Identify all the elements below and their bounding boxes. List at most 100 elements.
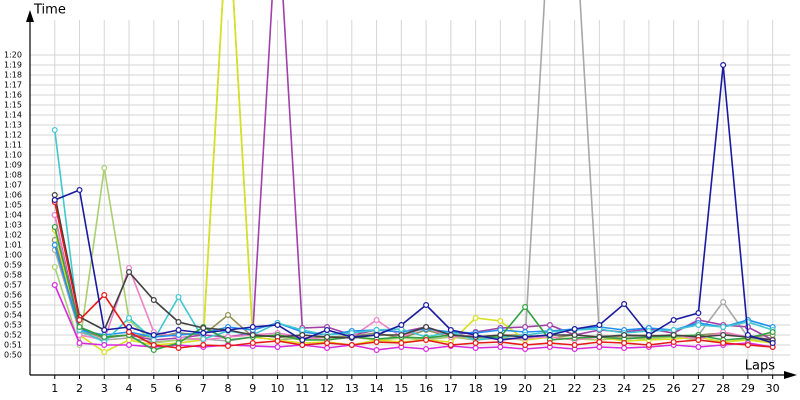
data-point xyxy=(175,332,182,339)
data-point xyxy=(299,342,306,349)
series-line xyxy=(53,201,773,349)
data-point xyxy=(398,340,405,347)
data-point xyxy=(274,344,281,351)
data-point xyxy=(423,302,430,309)
data-point xyxy=(200,342,207,349)
y-tick-label: 0:51 xyxy=(4,341,22,350)
x-axis-arrow xyxy=(784,371,797,379)
y-tick-label: 0:52 xyxy=(4,331,22,340)
data-point xyxy=(621,345,628,352)
y-tick-label: 1:15 xyxy=(4,101,22,110)
data-point xyxy=(126,324,133,331)
series-line xyxy=(53,194,773,341)
data-point xyxy=(348,342,355,349)
data-point xyxy=(76,187,83,194)
data-point xyxy=(299,337,306,344)
data-point xyxy=(670,339,677,346)
x-tick-label: 15 xyxy=(394,382,408,395)
y-tick-label: 0:56 xyxy=(4,291,22,300)
data-point xyxy=(472,315,479,322)
data-point xyxy=(101,342,108,349)
data-point xyxy=(571,342,578,349)
data-point xyxy=(670,332,677,339)
data-point xyxy=(497,318,504,325)
data-point xyxy=(720,324,727,331)
data-point xyxy=(150,337,157,344)
series-line xyxy=(54,284,773,351)
data-point xyxy=(596,334,603,341)
data-point xyxy=(695,310,702,317)
data-point xyxy=(126,337,133,344)
data-point xyxy=(51,126,58,133)
x-tick-label: 16 xyxy=(419,382,433,395)
x-tick-label: 1 xyxy=(51,382,58,395)
data-point xyxy=(423,324,430,331)
data-point xyxy=(472,332,479,339)
x-tick-label: 19 xyxy=(493,382,507,395)
data-point xyxy=(472,340,479,347)
y-tick-label: 1:02 xyxy=(4,231,22,240)
series-layer xyxy=(51,0,776,356)
data-point xyxy=(150,297,157,304)
y-tick-label: 0:50 xyxy=(4,351,22,360)
data-point xyxy=(324,340,331,347)
data-point xyxy=(720,340,727,347)
x-tick-label: 10 xyxy=(271,382,285,395)
data-point xyxy=(373,327,380,334)
data-point xyxy=(769,329,776,336)
data-point xyxy=(596,344,603,351)
x-tick-label: 24 xyxy=(617,382,631,395)
data-point xyxy=(695,337,702,344)
data-point xyxy=(175,327,182,334)
data-point xyxy=(249,324,256,331)
y-tick-label: 0:59 xyxy=(4,261,22,270)
data-point xyxy=(546,332,553,339)
data-point xyxy=(249,332,256,339)
x-tick-label: 11 xyxy=(295,382,309,395)
data-point xyxy=(695,344,702,351)
series-line xyxy=(53,0,773,343)
data-point xyxy=(522,334,529,341)
data-point xyxy=(423,337,430,344)
data-point xyxy=(225,312,232,319)
x-tick-label: 29 xyxy=(741,382,755,395)
data-point xyxy=(546,340,553,347)
series-line xyxy=(54,64,773,344)
data-point xyxy=(522,342,529,349)
data-point xyxy=(472,345,479,352)
data-point xyxy=(373,347,380,354)
y-tick-label: 1:18 xyxy=(4,71,22,80)
x-tick-label: 18 xyxy=(469,382,483,395)
data-point xyxy=(596,322,603,329)
data-point xyxy=(101,292,108,299)
x-tick-label: 2 xyxy=(76,382,83,395)
x-tick-label: 14 xyxy=(370,382,384,395)
data-point xyxy=(126,269,133,276)
x-tick-label: 30 xyxy=(766,382,780,395)
data-point xyxy=(744,332,751,339)
x-tick-label: 3 xyxy=(101,382,108,395)
data-point xyxy=(299,327,306,334)
y-tick-label: 0:53 xyxy=(4,321,22,330)
data-point xyxy=(51,264,58,271)
data-point xyxy=(324,334,331,341)
data-point xyxy=(447,332,454,339)
data-point xyxy=(324,327,331,334)
data-point xyxy=(720,61,727,68)
y-tick-label: 1:10 xyxy=(4,151,22,160)
data-point xyxy=(225,327,232,334)
data-point xyxy=(51,224,58,231)
data-point xyxy=(447,342,454,349)
data-point xyxy=(274,322,281,329)
data-point xyxy=(373,317,380,324)
data-point xyxy=(101,327,108,334)
data-point xyxy=(299,332,306,339)
data-point xyxy=(51,197,58,204)
data-point xyxy=(51,242,58,249)
x-tick-label: 23 xyxy=(592,382,606,395)
data-point xyxy=(51,282,58,289)
y-tick-label: 1:14 xyxy=(4,111,22,120)
x-tick-label: 9 xyxy=(249,382,256,395)
y-tick-label: 1:07 xyxy=(4,181,22,190)
